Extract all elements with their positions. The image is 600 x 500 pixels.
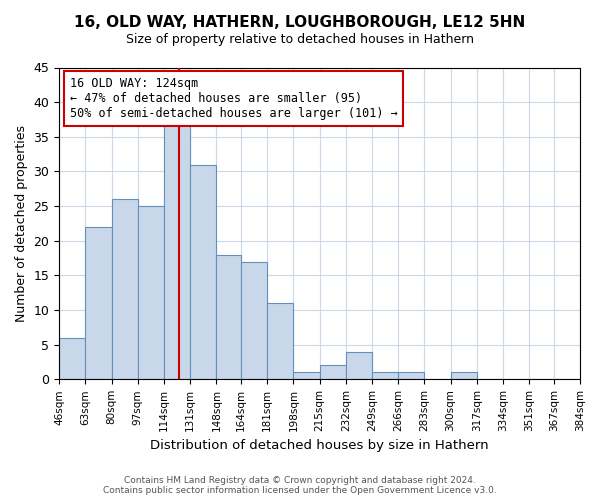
Bar [164,123,190,380]
Text: 16, OLD WAY, HATHERN, LOUGHBOROUGH, LE12 5HN: 16, OLD WAY, HATHERN, LOUGHBOROUGH, LE12… [74,15,526,30]
Bar [293,372,320,380]
Bar [372,372,398,380]
Bar [217,254,241,380]
Bar [451,372,477,380]
Bar [59,338,85,380]
Bar [190,164,217,380]
Bar [241,262,267,380]
X-axis label: Distribution of detached houses by size in Hathern: Distribution of detached houses by size … [150,440,489,452]
Bar [320,366,346,380]
Text: Size of property relative to detached houses in Hathern: Size of property relative to detached ho… [126,32,474,46]
Y-axis label: Number of detached properties: Number of detached properties [15,125,28,322]
Bar [112,199,138,380]
Bar [138,206,164,380]
Bar [85,227,112,380]
Text: 16 OLD WAY: 124sqm
← 47% of detached houses are smaller (95)
50% of semi-detache: 16 OLD WAY: 124sqm ← 47% of detached hou… [70,77,397,120]
Bar [346,352,372,380]
Bar [267,303,293,380]
Bar [398,372,424,380]
Text: Contains HM Land Registry data © Crown copyright and database right 2024.
Contai: Contains HM Land Registry data © Crown c… [103,476,497,495]
